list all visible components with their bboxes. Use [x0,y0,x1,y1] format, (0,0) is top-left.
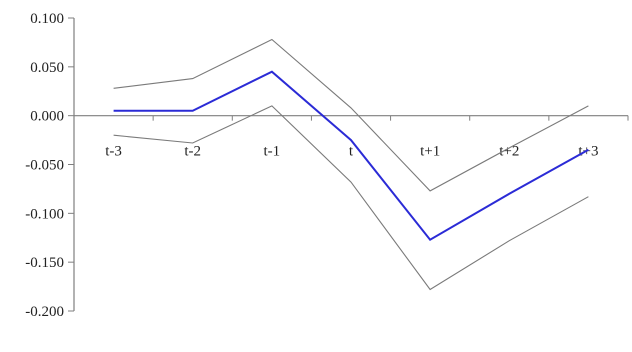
series-line-lower-bound [113,105,589,291]
y-tick-label: -0.200 [25,304,64,320]
y-tick-label: -0.050 [25,158,64,174]
x-axis: t-3 t-2 t-1 t t+1 t+2 t+3 [73,115,629,160]
y-tick-label: 0.100 [30,11,64,27]
y-tick-label: 0.000 [30,109,64,125]
y-tick-label: 0.050 [30,60,64,76]
y-tick-label: -0.150 [25,255,64,271]
series-line-estimate [113,70,589,241]
x-tick-label: t-1 [264,144,281,160]
x-tick-label: t [349,144,354,160]
y-axis: 0.100 0.050 0.000 -0.050 -0.100 -0.150 -0.200 [25,11,75,320]
series-line-upper-bound [113,38,589,192]
x-tick-label: t+2 [499,144,519,160]
x-tick-label: t+1 [420,144,440,160]
series-layer [113,38,589,291]
x-tick-label: t-2 [184,144,201,160]
x-tick-label: t-3 [105,144,122,160]
x-tick-label: t+3 [578,144,598,160]
y-tick-label: -0.100 [25,206,64,222]
